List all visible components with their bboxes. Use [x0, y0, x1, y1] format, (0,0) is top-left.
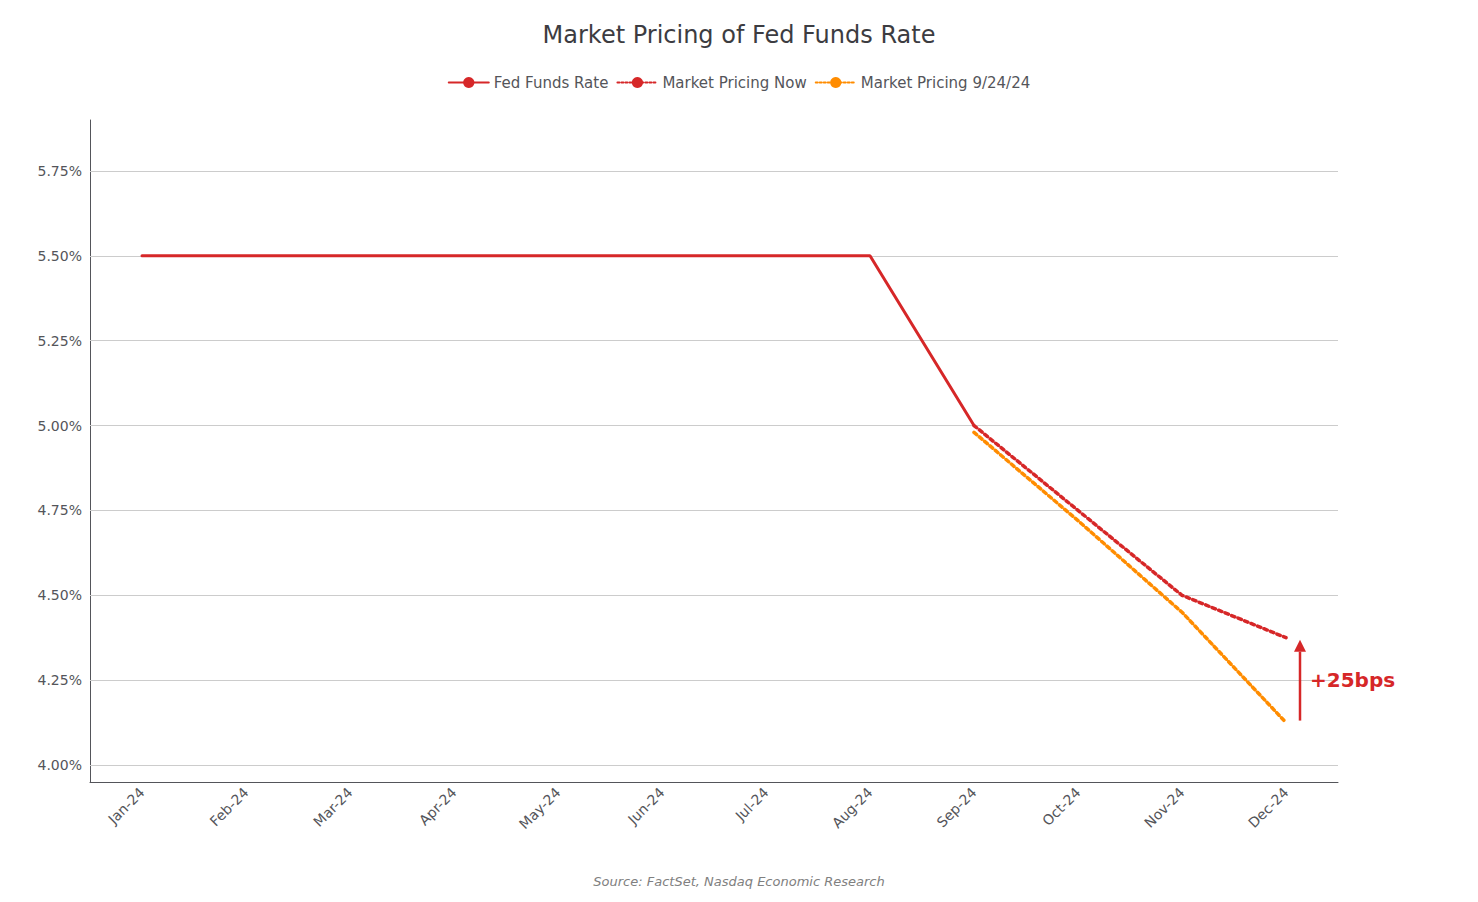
svg-text:Market Pricing Now: Market Pricing Now — [662, 74, 806, 92]
svg-text:Aug-24: Aug-24 — [829, 784, 876, 831]
svg-text:4.75%: 4.75% — [38, 502, 82, 518]
svg-text:Jul-24: Jul-24 — [732, 784, 772, 824]
svg-text:Source: FactSet, Nasdaq Econom: Source: FactSet, Nasdaq Economic Researc… — [593, 874, 884, 889]
svg-text:Fed Funds Rate: Fed Funds Rate — [494, 74, 609, 92]
svg-text:Sep-24: Sep-24 — [934, 784, 980, 830]
svg-text:Nov-24: Nov-24 — [1141, 784, 1188, 831]
svg-text:Jan-24: Jan-24 — [104, 784, 147, 827]
svg-text:+25bps: +25bps — [1310, 668, 1395, 692]
svg-text:Mar-24: Mar-24 — [310, 784, 356, 830]
svg-text:Market Pricing 9/24/24: Market Pricing 9/24/24 — [861, 74, 1030, 92]
svg-text:4.50%: 4.50% — [38, 587, 82, 603]
svg-text:Feb-24: Feb-24 — [207, 784, 252, 829]
svg-text:Market Pricing of Fed Funds Ra: Market Pricing of Fed Funds Rate — [543, 21, 936, 49]
svg-text:Dec-24: Dec-24 — [1245, 784, 1292, 831]
svg-text:Oct-24: Oct-24 — [1039, 784, 1084, 829]
svg-text:May-24: May-24 — [516, 784, 564, 832]
svg-text:4.25%: 4.25% — [38, 672, 82, 688]
svg-text:5.25%: 5.25% — [38, 333, 82, 349]
svg-text:Apr-24: Apr-24 — [416, 784, 460, 828]
svg-text:5.00%: 5.00% — [38, 418, 82, 434]
svg-text:5.75%: 5.75% — [38, 163, 82, 179]
svg-text:Jun-24: Jun-24 — [624, 784, 668, 828]
svg-text:4.00%: 4.00% — [38, 757, 82, 773]
svg-text:5.50%: 5.50% — [38, 248, 82, 264]
